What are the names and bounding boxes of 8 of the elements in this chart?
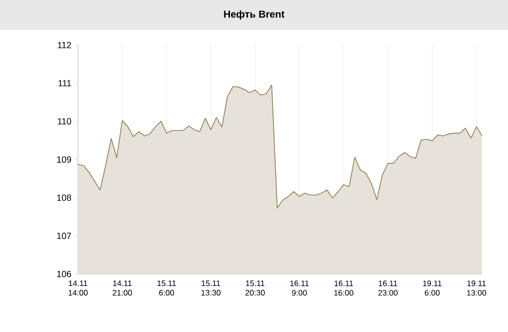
y-tick-label: 112 (58, 42, 72, 48)
y-tick-label: 106 (57, 270, 72, 278)
chart-title: Нефть Brent (224, 10, 284, 20)
y-tick-label: 109 (57, 156, 72, 163)
y-tick-label: 111 (58, 80, 72, 86)
y-tick-label: 107 (57, 232, 72, 240)
y-tick-label: 108 (57, 194, 72, 201)
y-tick-label: 110 (58, 118, 72, 125)
